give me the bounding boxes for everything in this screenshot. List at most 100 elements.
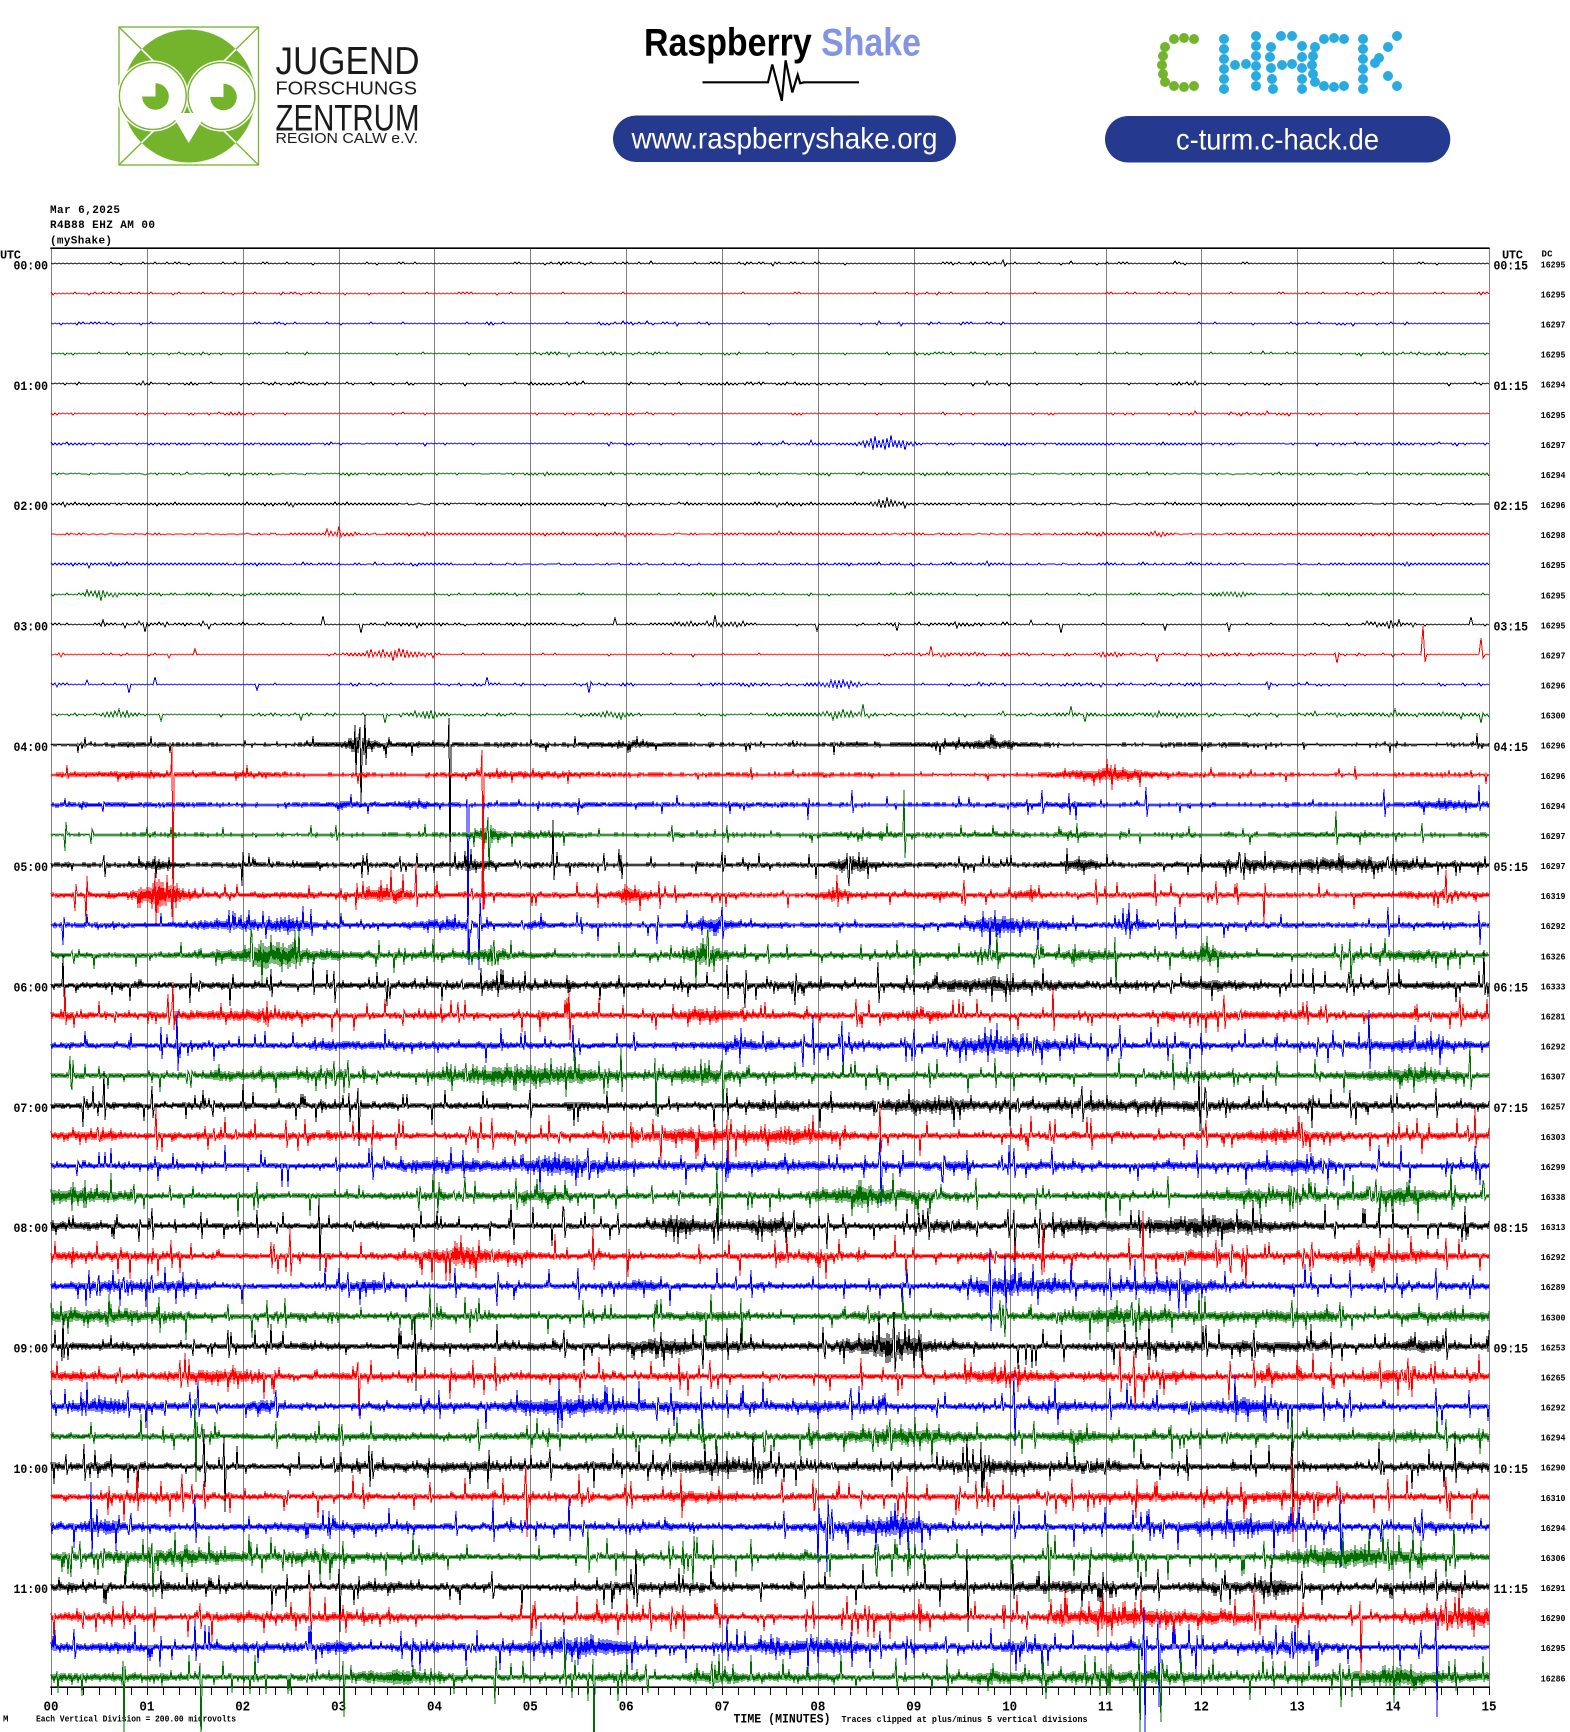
svg-text:09:15: 09:15 xyxy=(1494,1342,1529,1357)
svg-text:03: 03 xyxy=(331,1700,346,1716)
svg-text:16290: 16290 xyxy=(1541,1464,1566,1474)
svg-text:08:15: 08:15 xyxy=(1494,1221,1529,1236)
svg-text:04:00: 04:00 xyxy=(14,740,49,755)
svg-text:05: 05 xyxy=(523,1700,538,1716)
svg-text:16297: 16297 xyxy=(1541,832,1566,842)
svg-text:JUGEND: JUGEND xyxy=(276,40,420,83)
svg-text:REGION CALW e.V.: REGION CALW e.V. xyxy=(276,131,419,147)
svg-text:16300: 16300 xyxy=(1541,712,1566,722)
svg-text:16295: 16295 xyxy=(1541,291,1566,301)
svg-text:06:00: 06:00 xyxy=(14,981,49,996)
svg-text:11:00: 11:00 xyxy=(14,1582,49,1597)
svg-text:02: 02 xyxy=(235,1700,250,1716)
svg-text:Each Vertical Division = 200.: Each Vertical Division = 200.00 microvol… xyxy=(36,1714,236,1724)
svg-text:16296: 16296 xyxy=(1541,772,1566,782)
svg-text:16294: 16294 xyxy=(1541,1524,1566,1534)
svg-text:13: 13 xyxy=(1290,1700,1305,1716)
svg-text:(myShake): (myShake) xyxy=(50,235,112,247)
svg-text:16295: 16295 xyxy=(1541,260,1566,270)
svg-text:09:00: 09:00 xyxy=(14,1342,49,1357)
svg-text:FORSCHUNGS: FORSCHUNGS xyxy=(276,78,418,99)
svg-text:03:00: 03:00 xyxy=(14,620,49,635)
svg-text:DC: DC xyxy=(1542,250,1554,260)
svg-text:16319: 16319 xyxy=(1541,892,1566,902)
svg-text:16294: 16294 xyxy=(1541,802,1566,812)
svg-text:16296: 16296 xyxy=(1541,742,1566,752)
svg-text:16295: 16295 xyxy=(1541,411,1566,421)
svg-text:02:15: 02:15 xyxy=(1494,499,1529,514)
svg-text:16257: 16257 xyxy=(1541,1103,1566,1113)
svg-text:c-turm.c-hack.de: c-turm.c-hack.de xyxy=(1176,123,1379,156)
svg-text:11: 11 xyxy=(1098,1700,1113,1716)
svg-text:01:15: 01:15 xyxy=(1494,379,1529,394)
svg-text:16306: 16306 xyxy=(1541,1554,1566,1564)
svg-text:07:15: 07:15 xyxy=(1494,1101,1529,1116)
svg-text:UTC: UTC xyxy=(0,249,21,263)
svg-text:02:00: 02:00 xyxy=(14,499,49,514)
svg-text:00: 00 xyxy=(44,1700,59,1716)
svg-text:16265: 16265 xyxy=(1541,1374,1566,1384)
svg-text:12: 12 xyxy=(1194,1700,1209,1716)
svg-text:07:00: 07:00 xyxy=(14,1101,49,1116)
svg-text:16295: 16295 xyxy=(1541,351,1566,361)
svg-text:Mar 6,2025: Mar 6,2025 xyxy=(50,205,120,217)
svg-text:00:00: 00:00 xyxy=(14,259,49,274)
svg-text:16310: 16310 xyxy=(1541,1494,1566,1504)
svg-text:06: 06 xyxy=(619,1700,634,1716)
svg-text:ZENTRUM: ZENTRUM xyxy=(276,97,420,138)
svg-text:16289: 16289 xyxy=(1541,1283,1566,1293)
svg-text:16326: 16326 xyxy=(1541,952,1566,962)
svg-text:06:15: 06:15 xyxy=(1494,981,1529,996)
svg-text:16291: 16291 xyxy=(1541,1584,1566,1594)
svg-text:05:00: 05:00 xyxy=(14,860,49,875)
svg-text:01:00: 01:00 xyxy=(14,379,49,394)
svg-text:16294: 16294 xyxy=(1541,1434,1566,1444)
svg-text:UTC: UTC xyxy=(1502,249,1523,263)
svg-text:16297: 16297 xyxy=(1541,321,1566,331)
svg-text:11:15: 11:15 xyxy=(1494,1582,1529,1597)
svg-text:04: 04 xyxy=(427,1700,442,1716)
svg-text:M: M xyxy=(3,1714,8,1724)
svg-text:R4B88 EHZ AM 00: R4B88 EHZ AM 00 xyxy=(50,220,155,232)
svg-text:16292: 16292 xyxy=(1541,1404,1566,1414)
svg-text:15: 15 xyxy=(1482,1700,1497,1716)
svg-text:07: 07 xyxy=(715,1700,730,1716)
svg-text:16295: 16295 xyxy=(1541,621,1566,631)
svg-text:16292: 16292 xyxy=(1541,1253,1566,1263)
svg-text:00:15: 00:15 xyxy=(1494,259,1529,274)
svg-text:16313: 16313 xyxy=(1541,1223,1566,1233)
svg-text:01: 01 xyxy=(139,1700,154,1716)
svg-text:16297: 16297 xyxy=(1541,441,1566,451)
svg-text:10:00: 10:00 xyxy=(14,1462,49,1477)
svg-text:03:15: 03:15 xyxy=(1494,620,1529,635)
svg-text:Raspberry Shake: Raspberry Shake xyxy=(644,22,921,65)
svg-text:16294: 16294 xyxy=(1541,471,1566,481)
svg-text:16253: 16253 xyxy=(1541,1343,1566,1353)
svg-text:04:15: 04:15 xyxy=(1494,740,1529,755)
svg-text:16281: 16281 xyxy=(1541,1013,1566,1023)
svg-text:16297: 16297 xyxy=(1541,862,1566,872)
svg-text:www.raspberryshake.org: www.raspberryshake.org xyxy=(631,122,938,155)
svg-text:10:15: 10:15 xyxy=(1494,1462,1529,1477)
svg-text:16294: 16294 xyxy=(1541,381,1566,391)
svg-text:16286: 16286 xyxy=(1541,1674,1566,1684)
svg-text:Traces clipped at plus/minus 5: Traces clipped at plus/minus 5 vertical … xyxy=(842,1715,1088,1725)
svg-text:16295: 16295 xyxy=(1541,591,1566,601)
svg-text:09: 09 xyxy=(906,1700,921,1716)
svg-text:14: 14 xyxy=(1386,1700,1401,1716)
svg-text:16297: 16297 xyxy=(1541,652,1566,662)
svg-text:16298: 16298 xyxy=(1541,531,1566,541)
svg-text:16338: 16338 xyxy=(1541,1193,1566,1203)
svg-text:16333: 16333 xyxy=(1541,982,1566,992)
svg-text:16296: 16296 xyxy=(1541,501,1566,511)
svg-text:16292: 16292 xyxy=(1541,1043,1566,1053)
svg-text:05:15: 05:15 xyxy=(1494,860,1529,875)
svg-text:16299: 16299 xyxy=(1541,1163,1566,1173)
svg-text:16303: 16303 xyxy=(1541,1133,1566,1143)
svg-text:TIME (MINUTES): TIME (MINUTES) xyxy=(734,1711,831,1726)
svg-text:16296: 16296 xyxy=(1541,682,1566,692)
svg-text:08: 08 xyxy=(810,1700,825,1716)
svg-text:10: 10 xyxy=(1002,1700,1017,1716)
svg-text:16290: 16290 xyxy=(1541,1614,1566,1624)
svg-text:16307: 16307 xyxy=(1541,1073,1566,1083)
